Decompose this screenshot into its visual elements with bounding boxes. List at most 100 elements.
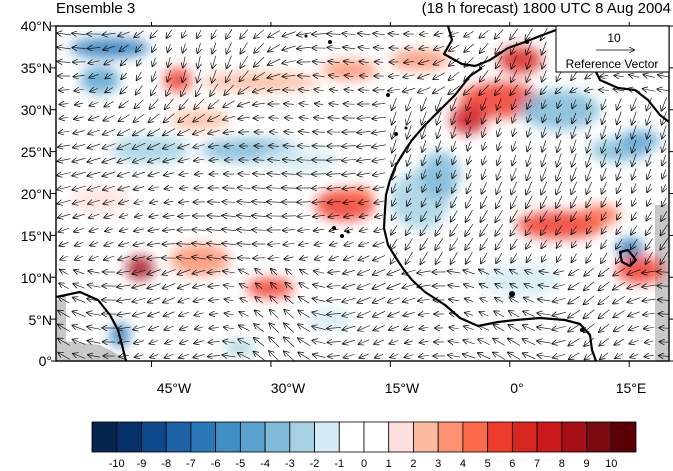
wind-vector (57, 200, 71, 204)
wind-vector (629, 326, 640, 330)
wind-vector (632, 125, 637, 138)
wind-vector (513, 128, 516, 136)
wind-vector (645, 238, 653, 250)
wind-vector (389, 34, 400, 35)
wind-vector (660, 251, 668, 264)
wind-vector (207, 257, 221, 259)
wind-vector (553, 354, 566, 357)
colorbar-swatch (511, 421, 538, 453)
wind-vector (255, 269, 264, 276)
wind-vector (103, 33, 116, 35)
wind-vector (342, 159, 356, 160)
wind-vector (192, 230, 206, 231)
wind-vector (464, 326, 475, 329)
wind-vector (511, 69, 518, 82)
wind-vector (135, 215, 144, 217)
wind-vector (299, 89, 310, 90)
wind-vector (629, 75, 640, 78)
wind-vector (193, 354, 205, 357)
wind-vector (405, 355, 414, 358)
wind-vector (149, 215, 159, 217)
wind-vector (163, 297, 176, 303)
wind-vector (284, 104, 295, 105)
wind-vector (58, 311, 70, 318)
wind-vector (357, 159, 371, 161)
wind-vector (167, 70, 170, 81)
wind-vector (510, 284, 518, 288)
wind-vector (510, 224, 518, 235)
wind-vector (524, 284, 534, 288)
wind-vector (314, 89, 324, 90)
wind-vector (268, 160, 280, 161)
wind-vector (299, 283, 309, 290)
wind-vector (421, 210, 428, 221)
wind-vector (497, 98, 502, 109)
wind-vector (568, 324, 581, 331)
plot-area (56, 26, 669, 361)
wind-vector (541, 85, 548, 94)
wind-vector (343, 47, 356, 49)
colorbar-swatch (91, 421, 118, 453)
wind-vector (479, 84, 489, 95)
wind-vector (647, 139, 652, 153)
wind-vector (194, 313, 204, 316)
wind-vector (89, 256, 99, 260)
wind-vector (449, 71, 460, 80)
wind-vector (614, 89, 625, 91)
wind-vector (357, 131, 371, 132)
wind-vector (508, 339, 521, 346)
wind-vector (541, 210, 548, 221)
wind-vector (419, 313, 430, 315)
wind-vector (312, 201, 326, 202)
wind-vector (391, 238, 398, 249)
wind-vector (557, 240, 562, 248)
wind-vector (328, 272, 340, 273)
wind-vector (494, 311, 504, 317)
wind-vector (268, 244, 281, 245)
wind-vector (569, 268, 579, 275)
wind-vector (164, 113, 175, 123)
wind-vector (360, 229, 369, 232)
wind-vector (222, 229, 236, 230)
wind-vector (358, 255, 370, 261)
wind-vector (179, 159, 190, 162)
wind-vector (297, 33, 311, 35)
wind-vector (73, 214, 85, 218)
wind-vector (328, 285, 341, 286)
wind-vector (120, 229, 129, 232)
wind-vector (267, 188, 281, 189)
wind-vector (168, 43, 171, 52)
wind-vector (343, 340, 356, 344)
wind-vector (88, 285, 101, 288)
wind-vector (568, 296, 580, 303)
wind-vector (136, 43, 143, 52)
wind-vector (527, 253, 532, 262)
wind-vector (494, 325, 505, 332)
wind-vector (359, 339, 370, 344)
wind-vector (614, 338, 624, 345)
wind-vector (541, 224, 548, 235)
wind-vector (584, 337, 595, 346)
wind-vector (528, 113, 531, 122)
wind-vector (268, 174, 281, 175)
wind-vector (571, 211, 578, 221)
colorbar-tick-label: -6 (210, 458, 221, 470)
wind-vector (647, 198, 651, 206)
wind-vector (177, 244, 191, 245)
wind-vector (526, 85, 533, 94)
wind-vector (88, 143, 101, 148)
wind-vector (178, 113, 190, 122)
wind-vector (434, 46, 445, 50)
wind-vector (479, 270, 490, 275)
wind-vector (449, 299, 460, 301)
wind-vector (179, 202, 190, 203)
wind-vector (59, 297, 70, 304)
wind-vector (373, 255, 386, 261)
wind-vector (120, 215, 129, 218)
wind-vector (164, 215, 175, 216)
wind-vector (375, 354, 384, 358)
wind-vector (495, 238, 503, 250)
wind-vector (88, 271, 100, 273)
wind-vector (254, 42, 265, 53)
wind-vector (422, 111, 427, 124)
